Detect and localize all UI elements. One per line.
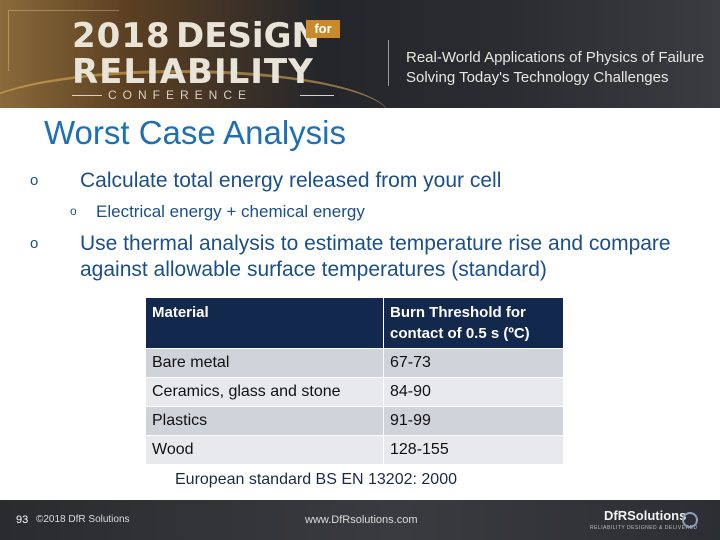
- banner-swoosh: [0, 70, 390, 108]
- material-cell: Wood: [145, 435, 384, 465]
- threshold-cell: 91-99: [383, 406, 564, 436]
- dfr-logo: DfRSolutions: [604, 508, 687, 523]
- material-cell: Ceramics, glass and stone: [145, 377, 384, 407]
- threshold-cell: 67-73: [383, 348, 564, 378]
- page-number: 93: [16, 514, 29, 526]
- bullet-1-sub-text: Electrical energy + chemical energy: [96, 202, 365, 221]
- slide-footer: 93 ©2018 DfR Solutions www.DfRsolutions.…: [0, 500, 720, 540]
- circuit-decoration: [8, 10, 119, 71]
- logo-mark-icon: [682, 512, 698, 528]
- header-material: Material: [145, 297, 384, 349]
- dfr-logo-tagline: RELIABILITY DESIGNED & DELIVERED: [590, 525, 698, 531]
- threshold-cell: 128-155: [383, 435, 564, 465]
- conference-banner: 2018 DESiGN for RELIABILITY CONFERENCE R…: [0, 0, 720, 108]
- bullet-2: o Use thermal analysis to estimate tempe…: [30, 231, 690, 283]
- table-row: Wood 128-155: [145, 435, 564, 465]
- table-header-row: Material Burn Threshold for contact of 0…: [145, 297, 564, 349]
- conference-rule-left: [72, 95, 102, 96]
- banner-conference: CONFERENCE: [108, 88, 253, 102]
- table-caption: European standard BS EN 13202: 2000: [175, 471, 457, 488]
- banner-reliability: RELIABILITY: [72, 52, 314, 92]
- table-row: Ceramics, glass and stone 84-90: [145, 377, 564, 407]
- banner-design: DESiGN: [176, 16, 320, 56]
- bullet-2-text: Use thermal analysis to estimate tempera…: [80, 232, 671, 281]
- bullet-marker: o: [30, 235, 39, 252]
- footer-url: www.DfRsolutions.com: [305, 514, 418, 526]
- copyright-text: ©2018 DfR Solutions: [36, 514, 130, 525]
- bullet-marker: o: [30, 172, 39, 189]
- banner-tagline-1: Real-World Applications of Physics of Fa…: [406, 49, 705, 66]
- conference-rule-right: [300, 95, 334, 96]
- burn-threshold-table: Material Burn Threshold for contact of 0…: [145, 297, 564, 465]
- table-row: Plastics 91-99: [145, 406, 564, 436]
- material-cell: Plastics: [145, 406, 384, 436]
- bullet-1-sub: o Electrical energy + chemical energy: [70, 202, 365, 222]
- table-row: Bare metal 67-73: [145, 348, 564, 378]
- threshold-cell: 84-90: [383, 377, 564, 407]
- bullet-marker: o: [70, 204, 77, 218]
- banner-tagline-2: Solving Today's Technology Challenges: [406, 69, 669, 86]
- slide-title: Worst Case Analysis: [44, 114, 346, 151]
- header-burn-threshold: Burn Threshold for contact of 0.5 s (ºC): [383, 297, 564, 349]
- banner-for-badge: for: [306, 20, 340, 38]
- bullet-1: o Calculate total energy released from y…: [30, 168, 502, 194]
- banner-year: 2018: [72, 16, 171, 56]
- bullet-1-text: Calculate total energy released from you…: [80, 169, 502, 192]
- material-cell: Bare metal: [145, 348, 384, 378]
- banner-divider: [388, 40, 389, 86]
